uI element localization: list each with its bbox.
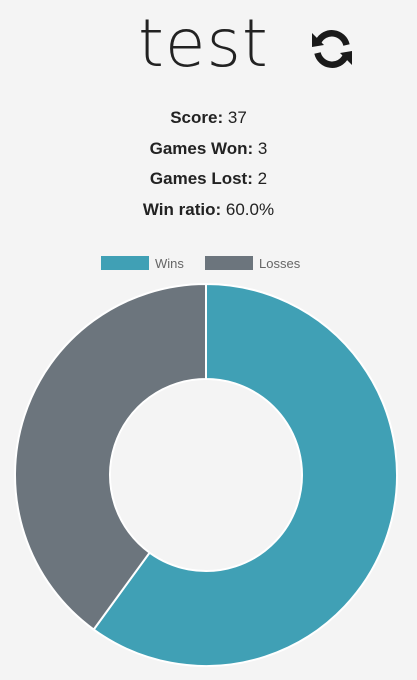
- refresh-icon: [312, 30, 352, 68]
- header: test: [0, 0, 417, 90]
- stat-games-won: Games Won: 3: [0, 134, 417, 165]
- stats-panel: Score: 37 Games Won: 3 Games Lost: 2 Win…: [0, 103, 417, 225]
- games-won-value: 3: [257, 138, 268, 158]
- legend-label-wins: Wins: [155, 255, 184, 271]
- player-name: test: [138, 5, 269, 82]
- games-lost-label: Games Lost:: [149, 169, 253, 188]
- games-won-label: Games Won:: [149, 138, 254, 158]
- doughnut-chart: [10, 280, 406, 672]
- legend-label-losses: Losses: [259, 255, 301, 271]
- doughnut-slice-wins[interactable]: [92, 282, 398, 667]
- refresh-button[interactable]: [309, 26, 355, 72]
- score-value: 37: [227, 108, 247, 127]
- stat-win-ratio: Win ratio: 60.0%: [0, 195, 417, 226]
- games-lost-value: 2: [257, 169, 268, 188]
- win-ratio-label: Win ratio:: [142, 199, 222, 219]
- stat-score: Score: 37: [0, 103, 417, 134]
- legend-item-losses[interactable]: Losses: [205, 254, 300, 272]
- score-label: Score:: [170, 108, 224, 127]
- legend-item-wins[interactable]: Wins: [101, 254, 184, 272]
- doughnut-chart-svg: [14, 282, 398, 667]
- legend-swatch-losses: [205, 256, 253, 270]
- legend-swatch-wins: [101, 256, 149, 270]
- stat-games-lost: Games Lost: 2: [0, 164, 417, 195]
- chart-legend: Wins Losses: [0, 254, 417, 272]
- doughnut-slice-losses[interactable]: [14, 282, 207, 631]
- win-ratio-value: 60.0%: [225, 199, 275, 219]
